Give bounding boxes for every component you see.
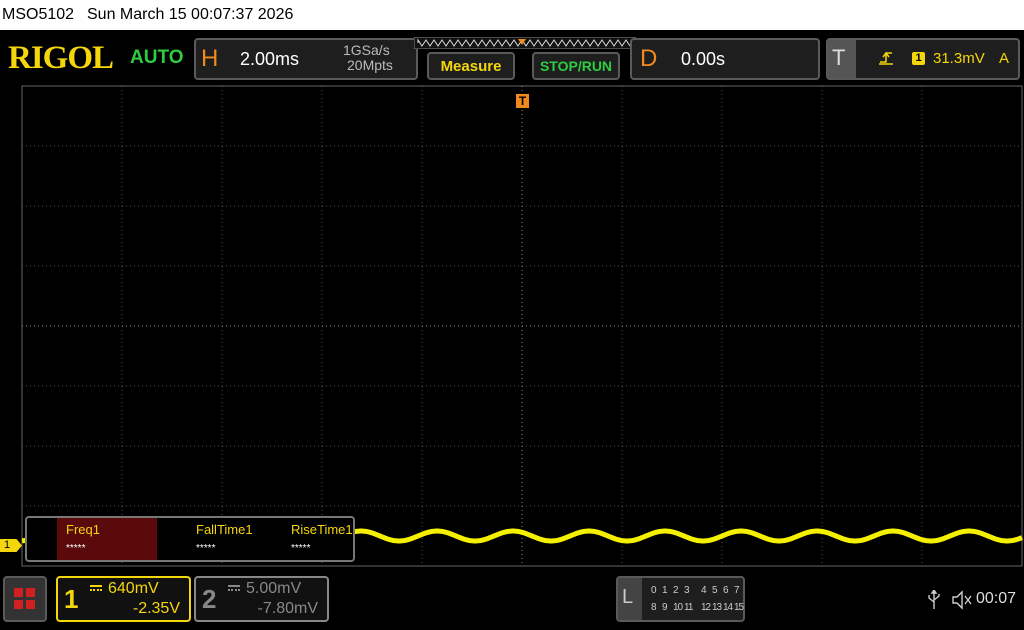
logic-bit: 11 xyxy=(684,602,693,613)
logic-bit: 4 xyxy=(701,585,706,596)
channel-marker: 1 xyxy=(4,539,11,551)
menu-icon xyxy=(14,588,35,609)
logic-bit: 10 xyxy=(673,602,683,613)
trigger-coupling: A xyxy=(999,50,1010,67)
trigger-level: 31.3mV xyxy=(933,50,985,67)
d-label: D xyxy=(640,45,658,72)
delay-value: 0.00s xyxy=(681,49,726,69)
sample-rate: 1GSa/s xyxy=(343,42,390,58)
logic-bit: 7 xyxy=(734,585,739,596)
measurement-value: ***** xyxy=(66,543,86,554)
logic-bit: 6 xyxy=(723,585,728,596)
delay-box[interactable] xyxy=(630,38,820,80)
coupling-icon xyxy=(90,585,102,591)
measure-button[interactable] xyxy=(427,52,515,80)
datetime: Sun March 15 00:07:37 2026 xyxy=(87,6,294,23)
usb-icon xyxy=(928,590,940,609)
logic-bit: 1 xyxy=(662,585,667,596)
logic-bit: 5 xyxy=(712,585,717,596)
logic-bit: 12 xyxy=(701,602,711,613)
coupling-icon xyxy=(228,585,240,591)
logic-bit: 13 xyxy=(712,602,722,613)
trigger-source-badge xyxy=(912,52,925,65)
channel-marker-bg xyxy=(0,539,22,552)
channel-number: 2 xyxy=(202,584,217,614)
measurement-value: ***** xyxy=(196,543,216,554)
mode: AUTO xyxy=(130,47,184,68)
memory-depth: 20Mpts xyxy=(347,57,393,73)
h-label: H xyxy=(201,45,219,72)
timebase: 2.00ms xyxy=(240,49,300,69)
logic-bit: 15 xyxy=(734,602,744,613)
channel-box[interactable] xyxy=(56,576,191,622)
trigger-edge-icon xyxy=(879,51,893,65)
channel-offset: -2.35V xyxy=(132,600,180,617)
mute-icon xyxy=(952,590,972,610)
model: MSO5102 xyxy=(2,6,75,23)
trigger-source: 1 xyxy=(915,52,922,64)
stop-run-label: STOP/RUN xyxy=(539,58,613,74)
logic-bit: 8 xyxy=(651,602,656,613)
strip-marker xyxy=(518,39,526,45)
waveform-grid xyxy=(21,85,1023,567)
measurement-name: FallTime1 xyxy=(196,522,253,537)
status-bar xyxy=(0,0,1024,30)
brand: RIGOL xyxy=(8,40,114,76)
logic-label: L xyxy=(622,586,634,608)
measurement-highlight xyxy=(57,518,157,560)
menu-button[interactable] xyxy=(3,576,47,622)
strip-frame xyxy=(414,37,636,49)
t-label: T xyxy=(832,45,846,70)
channel-number: 1 xyxy=(64,584,79,614)
measurement-name: RiseTime1 xyxy=(291,522,353,537)
logic-bit: 2 xyxy=(673,585,678,596)
measure-label: Measure xyxy=(440,58,502,75)
logic-bit: 14 xyxy=(723,602,733,613)
logic-bit: 0 xyxy=(651,585,656,596)
logic-label-bg xyxy=(618,578,642,620)
channel-box[interactable] xyxy=(194,576,329,622)
channel-scale: 5.00mV xyxy=(246,580,302,597)
channel-scale: 640mV xyxy=(108,580,159,597)
measurement-name: Freq1 xyxy=(66,522,100,537)
clock: 00:07 xyxy=(976,590,1017,607)
trigger-marker-bg xyxy=(516,94,529,108)
channel-offset: -7.80mV xyxy=(257,600,318,617)
trigger-position-strip xyxy=(414,37,636,49)
logic-bit: 3 xyxy=(684,585,689,596)
stop-run-button[interactable] xyxy=(532,52,620,80)
horizontal-box[interactable] xyxy=(194,38,418,80)
trigger-marker: T xyxy=(518,94,527,108)
logic-bit: 9 xyxy=(662,602,667,613)
measurement-value: ***** xyxy=(291,543,311,554)
t-label-bg xyxy=(828,40,856,78)
